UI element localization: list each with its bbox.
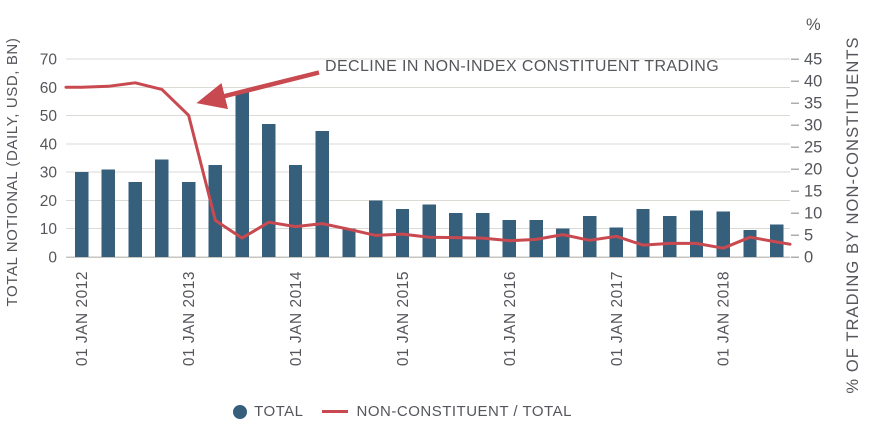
legend-item-total: TOTAL [233,403,303,420]
bar [342,228,356,257]
left-axis-tick-labels: 0 10 20 30 40 50 60 70 [40,52,58,267]
x-axis-tick-label: 01 JAN 2018 [716,271,733,366]
right-axis-tick-labels: 0 5 10 15 20 25 30 35 40 45 [804,51,822,267]
right-axis-ticks [791,58,799,258]
left-axis-tick-label: 70 [40,52,58,69]
left-axis-tick-label: 40 [40,136,58,153]
legend: TOTAL NON-CONSTITUENT / TOTAL [0,403,805,420]
bar [101,169,116,257]
right-axis-tick-label: 30 [804,117,822,135]
bar [369,200,383,257]
left-axis-title: TOTAL NOTIONAL (DAILY, USD, BN) [4,38,21,307]
x-axis-tick-label: 01 JAN 2015 [395,271,412,366]
left-axis-tick-label: 30 [40,165,58,182]
legend-label-non-constituent: NON-CONSTITUENT / TOTAL [356,403,572,420]
right-axis-tick-label: 15 [804,183,822,201]
non-constituent-marker-line-icon [321,410,348,413]
bar [609,227,623,257]
bar [235,91,249,257]
legend-label-total: TOTAL [254,403,304,420]
bar [663,216,677,257]
bar [155,159,169,257]
bar [315,131,329,257]
right-axis-tick-label: 25 [804,139,822,157]
x-axis-tick-labels: 01 JAN 2012 01 JAN 2013 01 JAN 2014 01 JAN … [74,271,733,366]
left-axis-tick-label: 20 [40,193,58,210]
annotation-text: DECLINE IN NON-INDEX CONSTITUENT TRADING [325,58,719,75]
bar [449,213,463,257]
bar [262,124,276,257]
x-axis-tick-label: 01 JAN 2016 [502,271,519,366]
line-series-non-constituent [64,81,792,250]
bar [716,211,730,257]
x-axis-tick-label: 01 JAN 2013 [181,271,198,366]
total-marker-dot-icon [233,404,248,419]
bar [743,230,757,257]
right-axis-tick-label: 45 [804,51,822,69]
bar [128,182,142,257]
right-axis-tick-label: 35 [804,95,822,113]
bar [208,165,223,257]
bar [636,208,650,257]
left-axis-tick-label: 0 [48,250,57,267]
bar [556,228,570,257]
bar-series-total [75,91,784,257]
bar [288,165,303,257]
annotation-arrow [196,70,320,110]
right-axis-tick-label: 40 [804,73,822,91]
left-axis-tick-label: 10 [40,221,58,238]
right-axis-tick-label: 20 [804,161,822,179]
bar [475,213,490,257]
legend-item-non-constituent: NON-CONSTITUENT / TOTAL [321,403,572,420]
bar [75,172,89,257]
left-axis-tick-label: 60 [40,80,58,97]
bar [689,210,704,257]
right-axis-tick-label: 0 [804,249,813,267]
bar [502,220,517,257]
trend-line [64,81,792,250]
x-axis-tick-label: 01 JAN 2017 [609,271,626,366]
bar [181,182,196,257]
right-axis-unit: % [806,16,821,34]
left-axis-tick-label: 50 [40,108,58,125]
right-axis-tick-label: 10 [804,205,822,223]
bar [582,216,597,257]
right-axis-tick-label: 5 [804,227,813,245]
x-axis-tick-label: 01 JAN 2014 [288,271,305,366]
x-axis-tick-label: 01 JAN 2012 [74,271,91,366]
bar [422,204,436,257]
right-axis-title: % OF TRADING BY NON-CONSTITUENTS [844,36,862,393]
